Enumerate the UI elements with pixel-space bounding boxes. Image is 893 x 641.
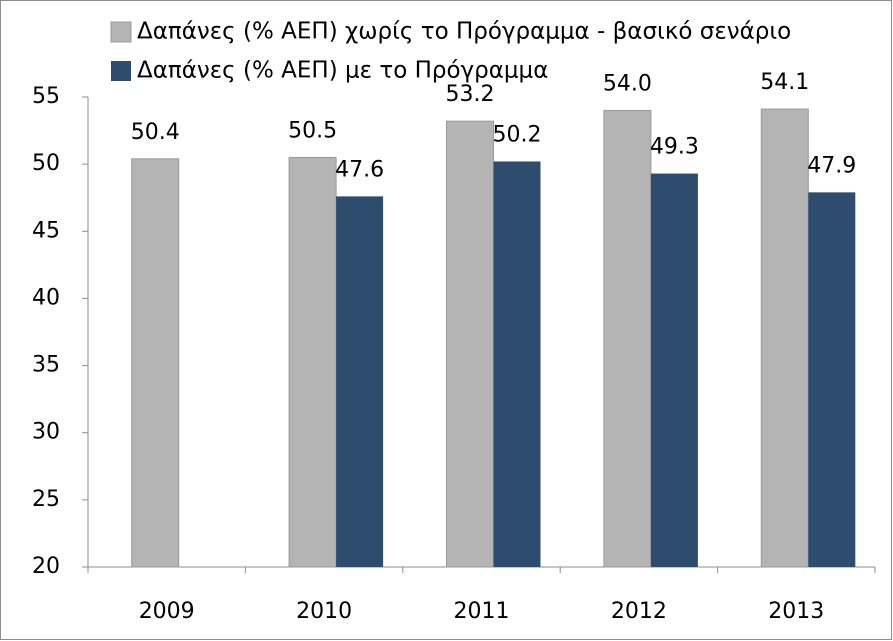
data-label: 47.9 [807, 153, 856, 178]
y-tick-label: 30 [32, 420, 60, 445]
data-label: 50.4 [131, 120, 180, 145]
bar [603, 109, 652, 568]
bar [493, 161, 541, 567]
y-tick-label: 55 [32, 84, 60, 109]
data-label: 54.1 [760, 70, 809, 95]
data-label: 50.5 [288, 118, 337, 143]
data-label: 54.0 [603, 71, 652, 96]
bar [760, 108, 809, 568]
y-tick-label: 50 [32, 151, 60, 176]
y-tick-label: 20 [32, 554, 60, 579]
x-tick-label: 2010 [296, 599, 352, 624]
x-tick-label: 2013 [768, 599, 824, 624]
legend-swatch [110, 21, 132, 43]
data-label: 47.6 [335, 157, 384, 182]
bar [131, 158, 180, 568]
y-tick-label: 25 [32, 487, 60, 512]
bar [446, 120, 494, 568]
legend-label: Δαπάνες (% ΑΕΠ) με το Πρόγραμμα [137, 58, 548, 84]
bar [808, 192, 856, 568]
x-tick-label: 2012 [611, 599, 667, 624]
bar [336, 196, 384, 567]
y-tick-label: 40 [32, 285, 60, 310]
legend-swatch [111, 61, 131, 81]
data-label: 53.2 [446, 82, 495, 107]
y-tick-label: 35 [32, 353, 60, 378]
bar [288, 156, 337, 568]
x-tick-label: 2011 [454, 599, 510, 624]
x-tick-label: 2009 [139, 599, 195, 624]
bar [650, 173, 698, 568]
y-tick-label: 45 [32, 218, 60, 243]
data-label: 50.2 [493, 122, 542, 147]
data-label: 49.3 [650, 135, 699, 160]
legend: Δαπάνες (% ΑΕΠ) χωρίς το Πρόγραμμα - βασ… [110, 19, 791, 84]
legend-label: Δαπάνες (% ΑΕΠ) χωρίς το Πρόγραμμα - βασ… [137, 19, 791, 45]
